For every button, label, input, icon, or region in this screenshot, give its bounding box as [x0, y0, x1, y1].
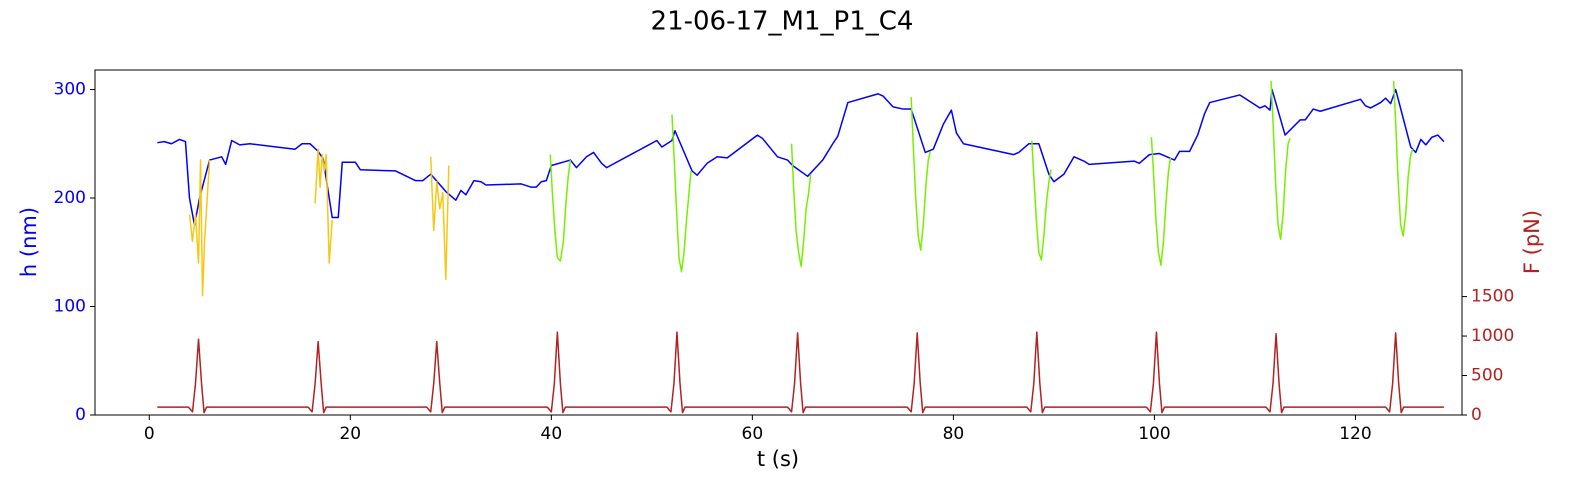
data-line	[549, 80, 1414, 273]
y-tick-label: 100	[54, 297, 86, 317]
y2-tick-label: 1500	[1471, 287, 1514, 307]
x-tick-label: 100	[1138, 424, 1170, 444]
x-tick-label: 80	[943, 424, 965, 444]
x-tick-label: 40	[541, 424, 563, 444]
y2-tick-label: 1000	[1471, 326, 1514, 346]
y2-tick-label: 0	[1471, 405, 1482, 425]
plot-frame	[94, 69, 1463, 416]
x-tick-label: 60	[742, 424, 764, 444]
data-line	[157, 88, 1445, 226]
y-tick-label: 0	[75, 405, 86, 425]
y-tick-label: 200	[54, 188, 86, 208]
x-tick-label: 0	[144, 424, 155, 444]
y2-tick-label: 500	[1471, 366, 1503, 386]
x-axis-label: t (s)	[757, 447, 799, 471]
x-tick-label: 120	[1339, 424, 1371, 444]
y-axis-label: h (nm)	[17, 207, 41, 277]
data-line	[157, 331, 1444, 414]
y-tick-label: 300	[54, 80, 86, 100]
data-line	[188, 148, 450, 297]
y2-axis-label: F (pN)	[1520, 210, 1544, 274]
chart-title: 21-06-17_M1_P1_C4	[651, 7, 914, 37]
x-tick-label: 20	[339, 424, 361, 444]
